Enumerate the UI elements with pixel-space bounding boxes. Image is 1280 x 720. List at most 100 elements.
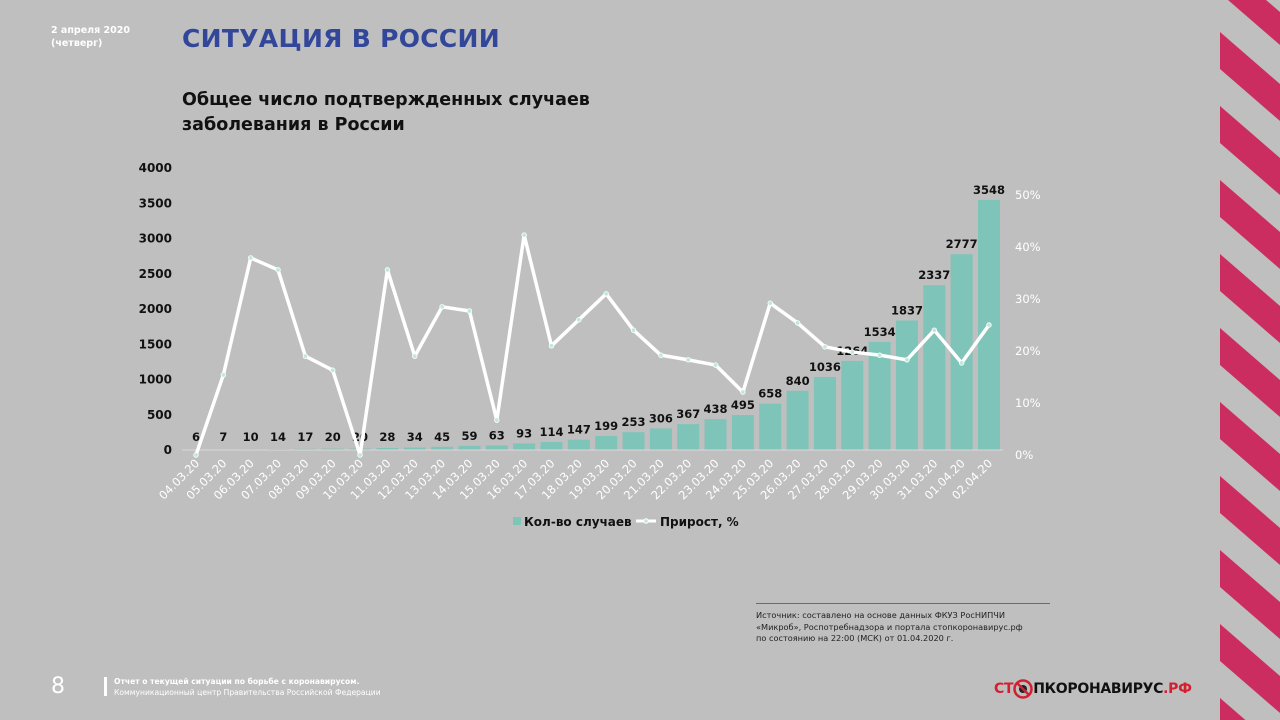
chart-title: Общее число подтвержденных случаев забол… (182, 88, 590, 138)
growth-point (357, 452, 363, 458)
bar (786, 390, 809, 450)
growth-point (658, 352, 664, 358)
chart-title-line1: Общее число подтвержденных случаев (182, 90, 590, 110)
growth-point (384, 267, 391, 273)
growth-point (412, 353, 418, 359)
right-axis-tick: 20% (1015, 344, 1041, 358)
bar (759, 403, 782, 450)
stripe (1228, 0, 1280, 45)
bar-data-label: 2337 (918, 268, 950, 282)
legend-line-label: Прирост, % (660, 515, 739, 529)
footer-divider (104, 677, 107, 696)
footer-line2: Коммуникационный центр Правительства Рос… (114, 688, 381, 697)
growth-point (931, 327, 938, 333)
report-date: 2 апреля 2020 (четверг) (51, 24, 130, 50)
bar (595, 435, 618, 450)
bar (841, 360, 864, 450)
growth-point (193, 452, 199, 458)
bar-data-label: 28 (379, 430, 395, 444)
bar-data-label: 306 (649, 411, 673, 425)
decorative-stripes (1220, 0, 1280, 720)
growth-point (603, 291, 609, 297)
source-line1: Источник: составлено на основе данных ФК… (756, 610, 1006, 620)
right-axis-tick: 40% (1015, 240, 1041, 254)
bar-data-label: 45 (434, 430, 450, 444)
bar-data-label: 253 (622, 415, 646, 429)
growth-point (712, 362, 719, 368)
bar (403, 447, 426, 450)
stripe (1220, 402, 1280, 491)
growth-line (194, 233, 991, 457)
stripe (1220, 698, 1246, 720)
left-axis-tick: 1000 (139, 373, 172, 387)
bar (431, 446, 454, 450)
bar (540, 441, 563, 450)
left-axis-tick: 3000 (139, 232, 172, 246)
bar-data-label: 495 (731, 398, 755, 412)
bar-data-label: 7 (219, 430, 227, 444)
bar-data-label: 3548 (973, 183, 1005, 197)
bar-data-label: 2777 (946, 237, 978, 251)
left-axis-tick: 4000 (139, 161, 172, 175)
stripe (1220, 624, 1280, 713)
bar-data-label: 1534 (864, 325, 896, 339)
legend-bar-swatch (513, 517, 521, 525)
growth-point (466, 308, 473, 314)
chart-title-line2: заболевания в России (182, 115, 405, 135)
bar-data-label: 438 (704, 402, 728, 416)
source-line3: по состоянию на 22:00 (МСК) от 01.04.202… (756, 633, 954, 643)
bar (950, 254, 973, 450)
growth-point (521, 232, 527, 238)
logo-text-1: СТ (994, 681, 1014, 697)
bar (895, 320, 918, 450)
growth-point (685, 357, 691, 363)
bar (677, 424, 700, 450)
growth-point (548, 343, 555, 349)
left-axis-tick: 0 (164, 443, 172, 457)
growth-point (904, 357, 910, 363)
stripe (1220, 476, 1280, 565)
logo-text-2: ПКОРОНАВИРУС (1033, 681, 1164, 697)
bar-data-label: 1837 (891, 303, 923, 317)
bar (813, 376, 836, 450)
legend-line-marker (643, 518, 649, 524)
bar (321, 448, 344, 450)
page-number: 8 (51, 674, 65, 699)
bar-data-label: 114 (539, 425, 563, 439)
bar-data-label: 1036 (809, 360, 841, 374)
bar-data-label: 17 (297, 430, 313, 444)
stripe (1220, 550, 1280, 639)
stripe (1220, 180, 1280, 269)
bar (567, 439, 590, 450)
right-axis-tick: 30% (1015, 292, 1041, 306)
date-line: 2 апреля 2020 (51, 25, 130, 36)
stripe (1220, 32, 1280, 121)
bar-data-label: 93 (516, 426, 532, 440)
growth-point (740, 389, 746, 395)
growth-point (986, 322, 992, 328)
left-axis-tick: 2000 (139, 302, 172, 316)
stripe (1220, 106, 1280, 195)
bar (622, 432, 645, 450)
legend-bar-label: Кол-во случаев (524, 515, 632, 529)
logo-text-3: .РФ (1163, 681, 1192, 697)
bar-data-label: 59 (461, 429, 477, 443)
bar-data-label: 199 (594, 419, 618, 433)
bar (458, 445, 481, 450)
source-note: Источник: составлено на основе данных ФК… (756, 603, 1050, 645)
bar (649, 428, 672, 450)
virus-stop-icon (1013, 679, 1033, 699)
bar-data-label: 147 (567, 423, 591, 437)
weekday-line: (четверг) (51, 38, 103, 49)
bar (731, 415, 754, 450)
growth-point (876, 352, 883, 358)
left-axis-tick: 500 (147, 408, 172, 422)
growth-point (849, 349, 855, 355)
bar-data-label: 658 (758, 387, 782, 401)
bar (704, 419, 727, 450)
bar (513, 443, 536, 450)
stripe (1220, 254, 1280, 343)
bar (923, 285, 946, 450)
growth-point (576, 317, 582, 323)
growth-point (767, 300, 773, 306)
